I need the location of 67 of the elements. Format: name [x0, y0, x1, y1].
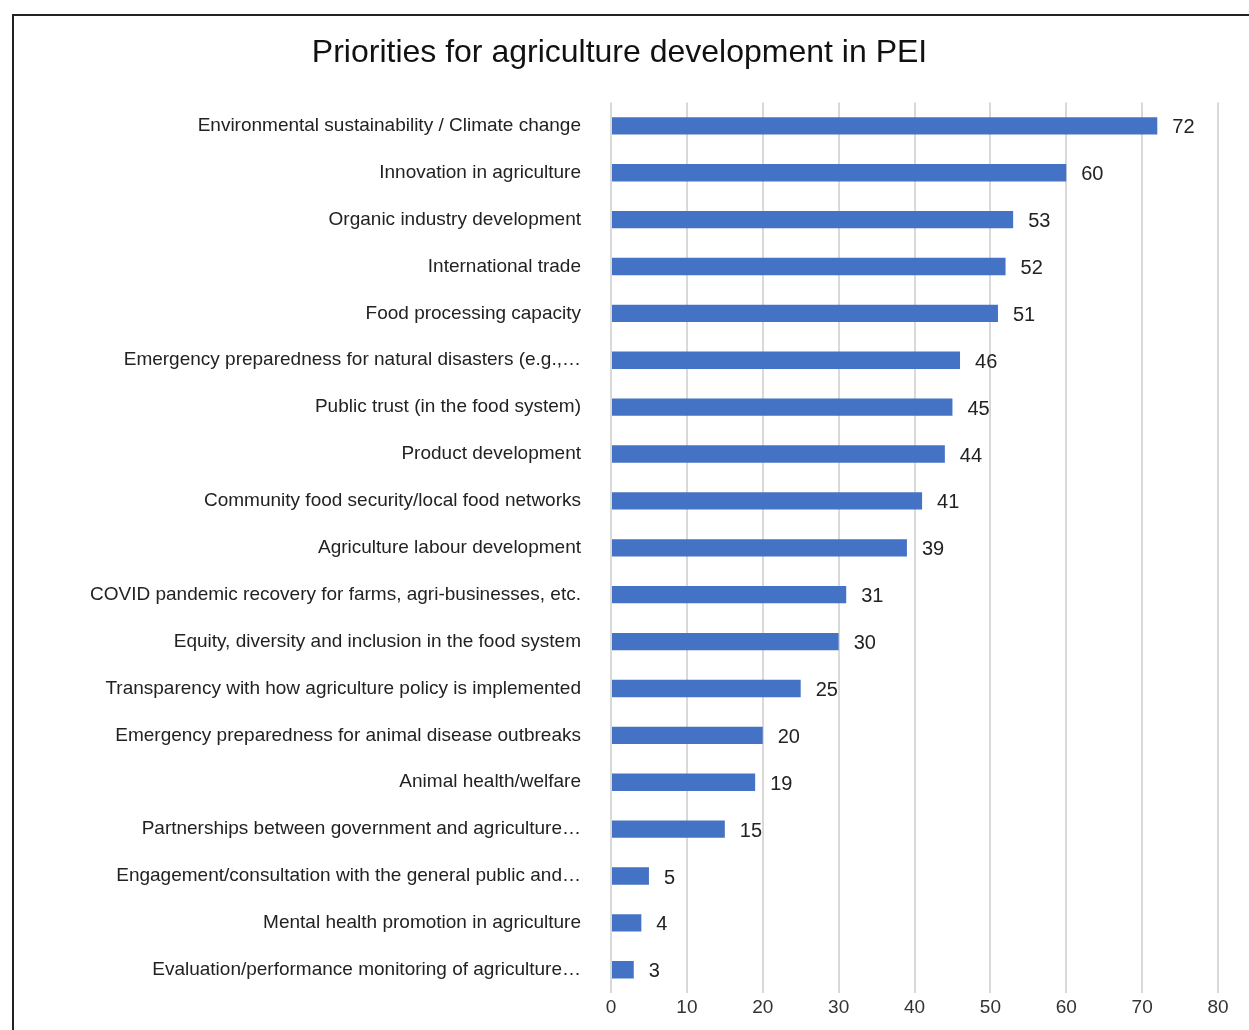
y-tick-label: Agriculture labour development: [318, 536, 582, 558]
data-label: 45: [967, 396, 990, 419]
data-label: 72: [1172, 115, 1195, 138]
data-label: 51: [1012, 302, 1036, 325]
y-tick-label: Food processing capacity: [365, 301, 582, 323]
y-tick-label: Evaluation/performance monitoring of agriculture…: [152, 957, 581, 979]
y-tick-label: Emergency preparedness for animal disease outbreaks: [115, 723, 581, 745]
y-tick-label: Environmental sustainability / Climate change: [197, 114, 581, 136]
bar: [612, 398, 953, 416]
y-tick-label: Product development: [401, 442, 582, 464]
data-label: 3: [648, 959, 660, 982]
y-tick-label: Innovation in agriculture: [379, 160, 581, 182]
y-tick-label: Animal health/welfare: [399, 770, 581, 792]
bar: [612, 867, 649, 885]
chart-title: Priorities for agriculture development in PEI: [311, 33, 928, 70]
y-tick-label: Engagement/consultation with the general public and…: [116, 864, 581, 886]
x-tick-label: 60: [1055, 995, 1077, 1017]
data-label: 30: [853, 631, 876, 654]
bar: [612, 492, 923, 510]
data-label: 5: [663, 865, 676, 888]
bar: [612, 117, 1158, 135]
data-label: 46: [975, 349, 998, 372]
x-tick-label: 30: [828, 995, 850, 1017]
y-tick-label: Organic industry development: [328, 207, 582, 229]
y-tick-label: Equity, diversity and inclusion in the food system: [173, 629, 581, 651]
bar: [612, 632, 839, 651]
y-tick-label: Public trust (in the food system): [314, 395, 581, 417]
y-tick-label: Mental health promotion in agriculture: [263, 911, 581, 933]
bar: [612, 445, 945, 463]
x-tick-label: 70: [1131, 995, 1153, 1017]
data-label: 31: [861, 584, 884, 607]
y-tick-label: Partnerships between government and agriculture…: [141, 817, 581, 839]
data-label: 41: [937, 490, 960, 513]
bar: [612, 257, 1006, 276]
y-tick-label: COVID pandemic recovery for farms, agri-businesses, etc.: [89, 582, 581, 604]
x-tick-label: 50: [979, 995, 1001, 1017]
data-label: 60: [1081, 162, 1104, 185]
data-label: 20: [777, 724, 800, 747]
x-tick-label: 40: [903, 995, 926, 1017]
bar: [612, 914, 642, 932]
y-tick-label: Community food security/local food networks: [204, 489, 581, 511]
y-tick-label: Emergency preparedness for natural disasters (e.g.,…: [123, 348, 581, 370]
bar: [612, 304, 998, 323]
x-tick-label: 10: [676, 995, 698, 1017]
x-tick-label: 20: [752, 995, 774, 1017]
bar: [612, 773, 756, 791]
bar: [612, 726, 763, 745]
data-label: 52: [1020, 256, 1043, 279]
bar: [612, 679, 801, 698]
y-tick-label: International trade: [427, 254, 581, 276]
data-label: 53: [1028, 209, 1051, 232]
bar: [612, 820, 725, 838]
data-label: 25: [815, 677, 838, 700]
y-tick-label: Transparency with how agriculture policy is implemented: [105, 676, 581, 698]
data-label: 4: [656, 912, 668, 935]
bar: [612, 961, 634, 979]
bar: [612, 586, 847, 604]
data-label: 19: [770, 771, 793, 794]
x-tick-label: 80: [1207, 995, 1229, 1017]
data-label: 44: [959, 443, 983, 466]
data-label: 39: [921, 537, 945, 560]
bar: [612, 539, 907, 557]
data-label: 15: [739, 818, 763, 841]
bar: [612, 164, 1067, 182]
x-tick-label: 0: [605, 995, 617, 1017]
bar: [612, 210, 1014, 229]
bar: [612, 351, 961, 369]
